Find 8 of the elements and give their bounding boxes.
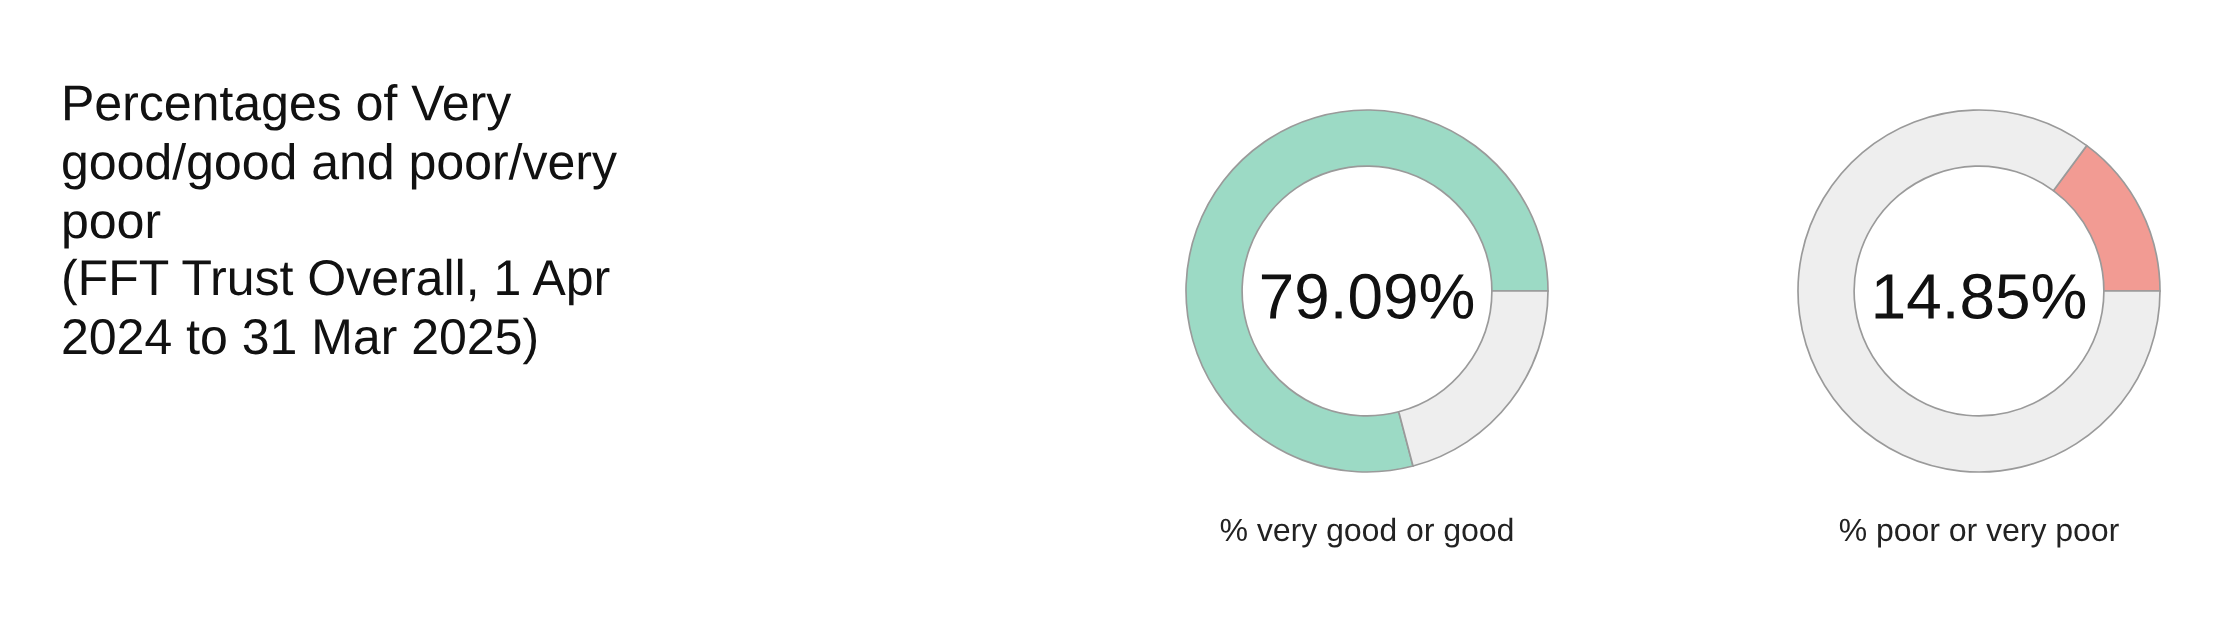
text: 14.85% (1875, 273, 2086, 320)
text: 79.09% (1261, 273, 1474, 320)
text: Percentages of Very good/good and poor/very poor (63, 84, 617, 249)
text: (FFT Trust Overall, 1 Apr 2024 to 31 Mar 2025) (63, 258, 610, 365)
donut-slice (1797, 109, 2161, 473)
donut-slice (1185, 109, 1549, 473)
text: % poor or very poor (1839, 518, 2119, 548)
text: % very good or good (1220, 517, 1513, 548)
